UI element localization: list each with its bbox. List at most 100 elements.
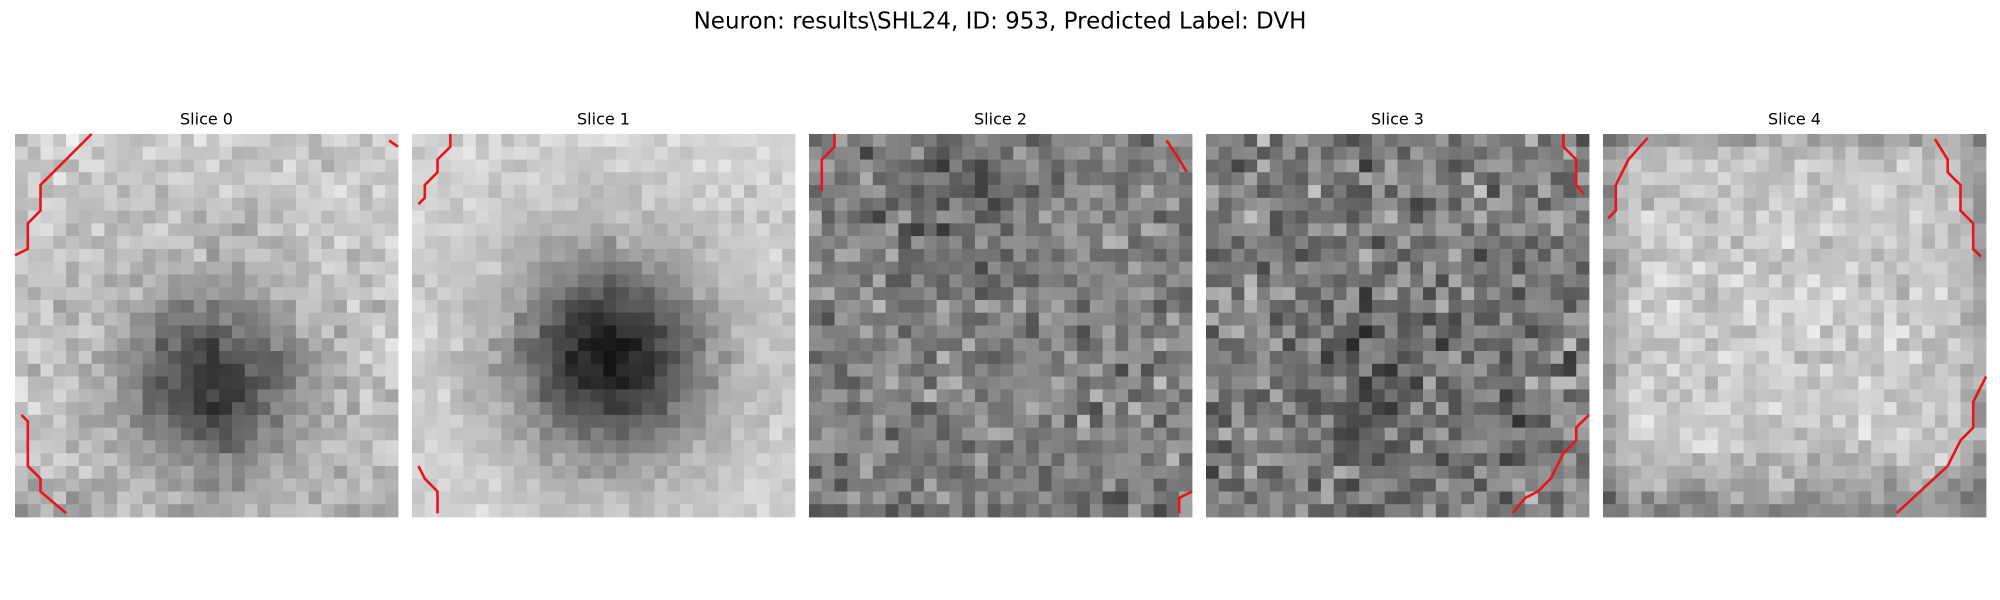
pixel <box>1346 172 1360 186</box>
pixel <box>1743 363 1757 377</box>
pixel <box>295 338 310 352</box>
pixel <box>66 363 80 377</box>
pixel <box>1474 274 1488 288</box>
pixel <box>743 146 758 160</box>
pixel <box>1628 185 1642 199</box>
pixel <box>450 376 464 390</box>
pixel <box>705 236 719 250</box>
pixel <box>1282 351 1296 365</box>
pixel <box>1179 363 1193 377</box>
pixel <box>667 210 681 224</box>
pixel <box>1000 325 1014 339</box>
pixel <box>104 274 118 288</box>
pixel <box>769 197 783 211</box>
pixel <box>514 287 528 301</box>
pixel <box>1909 491 1923 505</box>
pixel <box>1218 427 1232 441</box>
pixel <box>1333 478 1347 492</box>
pixel <box>1679 338 1693 352</box>
pixel <box>129 453 144 467</box>
pixel <box>1026 146 1040 160</box>
pixel <box>1807 453 1821 467</box>
pixel <box>475 197 489 211</box>
pixel <box>1333 261 1347 275</box>
pixel <box>552 185 566 199</box>
pixel <box>590 504 604 518</box>
pixel <box>1883 274 1898 288</box>
pixel <box>769 134 783 148</box>
pixel <box>1641 325 1655 339</box>
pixel <box>1628 414 1642 429</box>
pixel <box>244 389 258 403</box>
pixel <box>1615 274 1629 288</box>
pixel <box>667 351 681 365</box>
pixel <box>1333 325 1347 339</box>
pixel <box>834 363 848 377</box>
pixel <box>1730 389 1744 403</box>
pixel <box>1435 261 1449 275</box>
pixel <box>412 491 426 505</box>
pixel <box>1807 414 1821 429</box>
pixel <box>514 440 528 454</box>
pixel <box>1973 223 1987 237</box>
pixel <box>1563 376 1577 390</box>
pixel <box>257 146 271 160</box>
pixel <box>1743 172 1757 186</box>
pixel <box>346 274 361 288</box>
pixel <box>718 465 732 480</box>
pixel <box>1537 274 1552 288</box>
pixel <box>809 402 823 416</box>
pixel <box>1896 299 1910 314</box>
pixel <box>629 440 643 454</box>
pixel <box>692 274 707 288</box>
pixel <box>412 478 426 492</box>
pixel <box>78 248 92 263</box>
pixel <box>1461 402 1475 416</box>
pixel <box>1832 274 1846 288</box>
pixel <box>1333 299 1347 314</box>
pixel <box>898 197 912 211</box>
pixel <box>1282 146 1296 160</box>
pixel <box>1102 159 1116 173</box>
pixel <box>782 414 796 429</box>
pixel <box>860 440 874 454</box>
pixel <box>1896 478 1910 492</box>
pixel <box>667 261 681 275</box>
pixel <box>219 159 233 173</box>
pixel <box>860 504 874 518</box>
pixel <box>424 389 438 403</box>
pixel <box>1832 248 1846 263</box>
pixel <box>1512 287 1526 301</box>
pixel <box>565 504 579 518</box>
pixel <box>1628 478 1642 492</box>
pixel <box>40 134 54 148</box>
pixel <box>1013 351 1027 365</box>
pixel <box>117 504 131 518</box>
pixel <box>590 402 604 416</box>
pixel <box>872 363 886 377</box>
pixel <box>552 287 566 301</box>
pixel <box>244 465 258 480</box>
pixel <box>872 287 886 301</box>
pixel <box>180 414 195 429</box>
pixel <box>565 134 579 148</box>
pixel <box>552 414 566 429</box>
pixel <box>1077 172 1091 186</box>
pixel <box>834 389 848 403</box>
pixel <box>680 465 694 480</box>
pixel <box>321 491 335 505</box>
pixel <box>641 223 655 237</box>
pixel <box>1537 363 1552 377</box>
pixel <box>616 312 630 326</box>
pixel <box>129 376 144 390</box>
pixel <box>898 325 912 339</box>
pixel <box>424 274 438 288</box>
pixel <box>232 440 246 454</box>
pixel <box>501 261 515 275</box>
pixel <box>15 261 29 275</box>
pixel <box>104 478 118 492</box>
pixel <box>1794 338 1808 352</box>
pixel <box>1845 402 1859 416</box>
pixel <box>872 274 886 288</box>
pixel <box>463 172 477 186</box>
